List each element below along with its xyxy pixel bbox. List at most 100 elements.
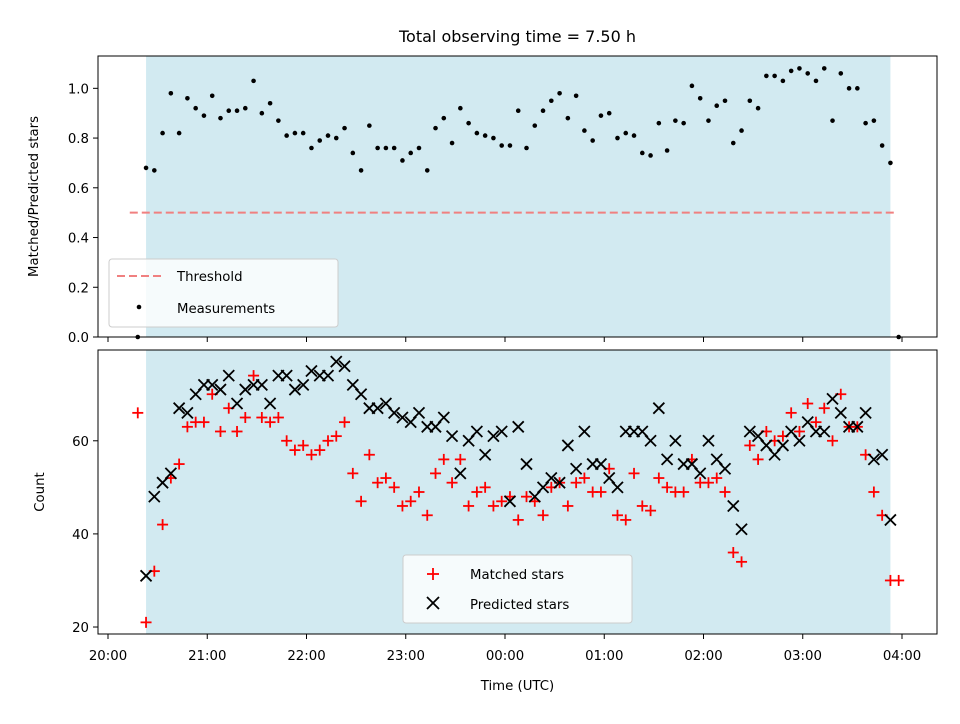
predicted-star-d2 [743,425,756,438]
predicted-star-d2 [652,402,665,415]
matched-star-point [405,495,417,507]
bottom-x-tick-label: 01:00 [585,649,623,664]
matched-star-point [620,514,632,526]
predicted-star-point [371,402,384,415]
predicted-star-d2 [263,397,277,410]
measurement-point [888,160,893,166]
measurement-point [689,83,695,89]
predicted-star-d2 [338,360,351,373]
measurement-point [152,168,157,173]
matched-star-point [248,370,260,382]
measurement-point [218,115,223,121]
predicted-star-point [354,388,368,401]
bottom-axes-frame [97,349,938,635]
predicted-star-point [164,467,177,480]
predicted-star-d2 [644,434,657,447]
bottom-x-tick-label: 02:00 [684,649,722,664]
matched-star-point [272,412,284,424]
measurement-point [185,95,190,101]
measurement-point [549,98,554,104]
predicted-star-d2 [230,397,244,410]
matched-star-point [628,467,640,479]
predicted-star-point [280,369,293,382]
measurement-point [267,100,273,106]
matched-star-point [347,467,359,479]
measurement-point [201,113,207,118]
matched-star-point [214,425,226,437]
legend-matched-swatch [427,568,439,580]
matched-star-point [793,425,805,437]
measurement-point [557,91,562,96]
predicted-star-d2 [164,467,177,480]
measurement-point [491,135,496,141]
predicted-star-d2 [760,439,773,452]
predicted-star-d2 [611,481,624,494]
predicted-star-d2 [884,513,897,527]
predicted-star-point [826,392,839,406]
measurement-point [639,150,645,156]
predicted-star-d2 [545,471,558,485]
predicted-star-d2 [578,425,591,438]
bottom-y-tick-label: 40 [72,528,89,543]
legend-measurements-label: Measurements [177,302,275,317]
matched-star-point [727,547,739,559]
matched-star-point [430,467,442,479]
matched-star-point [289,444,301,456]
bottom-x-ticks: 20:00 21:00 22:00 23:00 00:00 01:00 02:00 03:00… [89,634,921,664]
predicted-star-point [652,402,665,415]
x-axis-label: Time (UTC) [480,679,555,694]
measurement-point [242,105,248,111]
predicted-star-point [181,406,194,419]
matched-star-point [661,481,673,493]
measurement-point [821,66,827,71]
predicted-star-d2 [388,406,401,419]
measurement-point [499,143,504,148]
measurement-point [830,118,835,123]
measurement-point [797,66,802,71]
matched-star-point [231,425,243,437]
matched-star-point [595,486,607,498]
predicted-star-point [776,439,790,452]
matched-star-point [570,477,582,489]
top-y-tick-label: 0.4 [68,232,89,247]
predicted-star-point [470,425,484,438]
predicted-star-d2 [181,406,194,419]
matched-star-point [413,486,425,498]
predicted-star-d2 [876,448,889,461]
bottom-y-ticks: 20 40 60 [72,435,98,636]
matched-star-point [578,472,590,484]
bottom-x-tick-label: 20:00 [89,649,127,664]
matched-star-point [363,449,375,461]
predicted-star-point [851,420,864,433]
measurement-point [507,143,513,148]
predicted-star-d2 [735,523,748,536]
measurement-point [540,108,546,114]
measurement-point [524,145,529,151]
matched-star-point [330,430,342,442]
measurement-point [358,168,364,173]
top-legend-box [108,258,339,328]
measurement-point [350,150,356,156]
measurement-point [424,168,430,173]
predicted-star-point [718,462,732,475]
predicted-star-d2 [785,425,798,438]
predicted-star-d2 [710,453,723,466]
predicted-star-d2 [867,453,881,466]
predicted-star-point [735,523,748,536]
predicted-star-d2 [437,411,450,424]
predicted-star-d2 [454,467,467,480]
predicted-star-d2 [222,369,235,382]
measurement-point [879,143,885,148]
predicted-star-point [743,425,756,438]
measurement-points [135,66,901,340]
measurement-point [714,103,720,109]
measurement-point [325,133,331,138]
top-y-tick-label: 0.0 [68,331,89,346]
predicted-star-point [793,434,806,447]
matched-star-point [380,472,392,484]
measurement-point [598,113,604,118]
measurement-point [466,120,471,126]
predicted-star-point [561,439,574,452]
predicted-star-point [669,434,682,447]
measurement-point [615,135,620,141]
